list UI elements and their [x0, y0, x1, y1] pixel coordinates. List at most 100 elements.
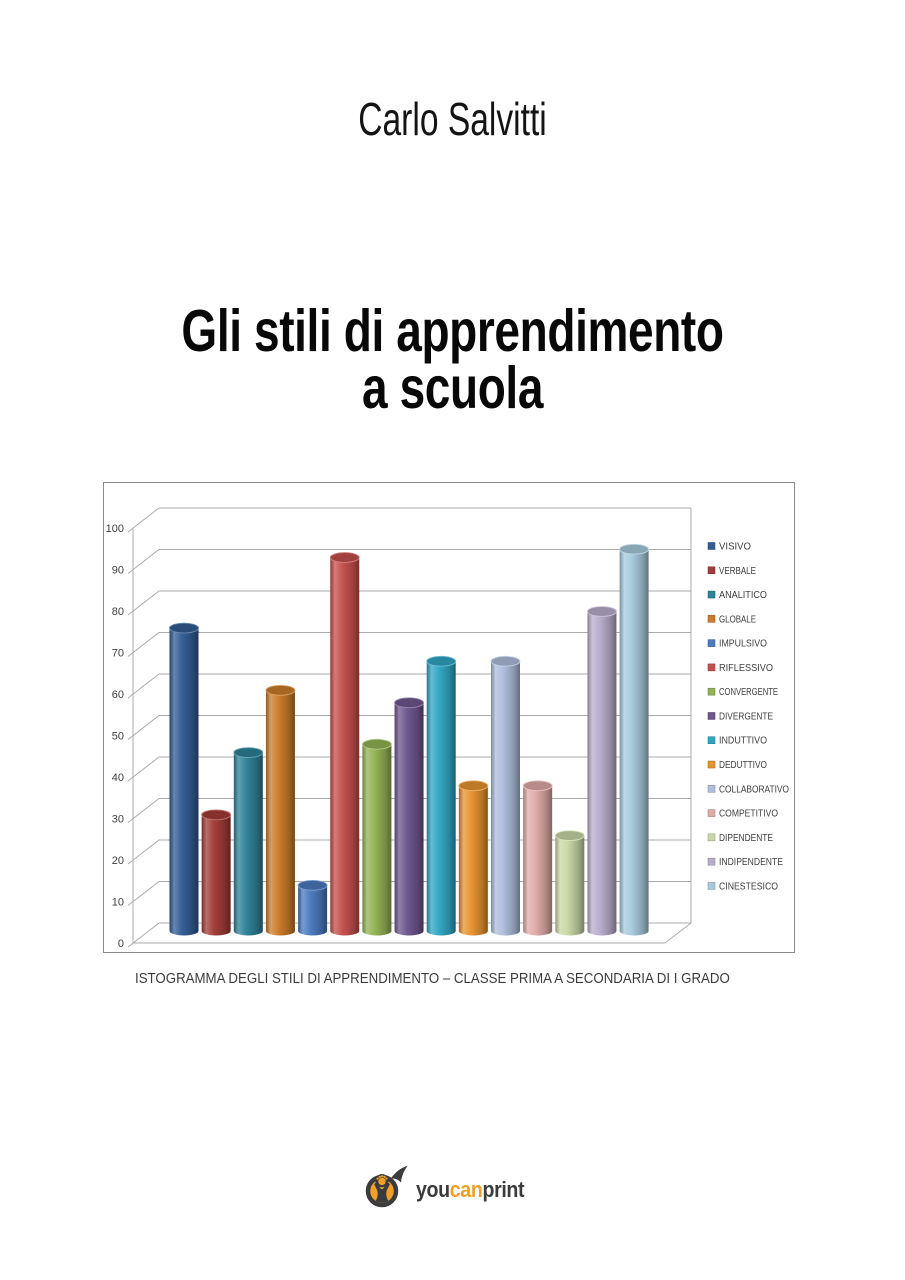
- logo-finger: [385, 1177, 388, 1180]
- legend-item-riflessivo: RIFLESSIVO: [707, 663, 773, 674]
- y-axis-tick-label: 40: [112, 772, 124, 784]
- book-title: Gli stili di apprendimento a scuola: [0, 298, 905, 421]
- bar-dipendente: [554, 830, 585, 936]
- legend-swatch: [707, 639, 716, 647]
- book-title-line1: Gli stili di apprendimento: [181, 298, 724, 364]
- legend-item-divergente: DIVERGENTE: [707, 711, 773, 722]
- legend-item-convergente: CONVERGENTE: [707, 687, 778, 698]
- legend-label: CONVERGENTE: [719, 687, 778, 698]
- y-axis-tick-label: 30: [112, 814, 124, 826]
- bar-induttivo: [426, 655, 457, 936]
- legend-swatch: [707, 833, 716, 842]
- gridlines: [127, 507, 691, 948]
- legend-swatch: [707, 785, 716, 793]
- bar-convergente: [361, 738, 392, 936]
- y-axis-tick-label: 0: [118, 938, 124, 950]
- legend-item-dipendente: DIPENDENTE: [707, 833, 773, 844]
- bar-globale: [265, 684, 296, 936]
- legend-label: DIPENDENTE: [719, 833, 773, 844]
- bar-deduttivo: [458, 780, 489, 936]
- gridline: [127, 590, 691, 616]
- logo-person-icon: [374, 1182, 391, 1203]
- histogram-3d-cylinder-chart: 0 10 20 30 40 50 60 70 80 90 100 VISIVO VERBALE ANALI…: [106, 507, 789, 950]
- legend-item-analitico: ANALITICO: [707, 590, 767, 601]
- legend-item-verbale: VERBALE: [707, 566, 756, 577]
- y-axis-tick-label: 70: [112, 648, 124, 660]
- logo-finger: [376, 1177, 380, 1180]
- legend-label: ANALITICO: [719, 590, 767, 601]
- y-axis-tick-label: 20: [112, 855, 124, 867]
- bar-impulsivo: [297, 880, 328, 936]
- bar-indipendente: [587, 606, 617, 936]
- bar-competitivo: [522, 780, 553, 936]
- y-axis-labels: 0 10 20 30 40 50 60 70 80 90 100: [106, 523, 124, 950]
- legend-item-competitivo: COMPETITIVO: [707, 809, 778, 820]
- legend-label: IMPULSIVO: [719, 639, 767, 650]
- bar-visivo: [169, 622, 199, 936]
- legend-swatch: [707, 615, 716, 623]
- legend-item-visivo: VISIVO: [707, 542, 751, 553]
- legend-swatch: [707, 712, 716, 720]
- youcanprint-logo-text: you can print: [416, 1177, 525, 1203]
- legend-swatch: [707, 687, 716, 696]
- bar-verbale: [201, 809, 232, 936]
- bar-collaborativo: [490, 655, 521, 936]
- legend-label: DIVERGENTE: [719, 711, 773, 722]
- legend-item-deduttivo: DEDUTTIVO: [707, 760, 767, 771]
- y-axis-tick-label: 90: [112, 565, 124, 577]
- legend-item-induttivo: INDUTTIVO: [707, 736, 767, 747]
- legend-label: INDIPENDENTE: [719, 857, 783, 868]
- legend-label: GLOBALE: [719, 614, 756, 625]
- legend-swatch: [707, 760, 716, 769]
- logo-finger: [383, 1175, 387, 1179]
- legend-swatch: [707, 809, 716, 817]
- legend-item-globale: GLOBALE: [707, 614, 756, 625]
- logo-palm: [378, 1177, 386, 1186]
- legend-label: COLLABORATIVO: [719, 784, 789, 795]
- y-axis-tick-label: 100: [106, 523, 124, 535]
- legend-swatch: [707, 566, 716, 575]
- legend-label: DEDUTTIVO: [719, 760, 767, 771]
- y-axis-tick-label: 10: [112, 897, 124, 909]
- gridline: [127, 549, 691, 574]
- youcanprint-logo: you can print: [0, 1164, 905, 1212]
- bar-analitico: [233, 747, 264, 936]
- logo-text-print: print: [482, 1177, 525, 1202]
- legend: VISIVO VERBALE ANALITICO GLOBALE IMPULSIVO RI…: [707, 542, 789, 892]
- floor-front-edge: [133, 922, 692, 944]
- legend-label: COMPETITIVO: [719, 809, 778, 820]
- bar-riflessivo: [329, 552, 360, 936]
- legend-swatch: [707, 542, 716, 550]
- logo-finger: [381, 1175, 384, 1178]
- legend-item-cinestesico: CINESTESICO: [707, 881, 778, 892]
- logo-text-can: can: [450, 1177, 483, 1202]
- legend-label: VERBALE: [719, 566, 756, 577]
- author-name: Carlo Salvitti: [358, 93, 547, 145]
- legend-label: VISIVO: [719, 542, 751, 553]
- bar-divergente: [394, 697, 424, 936]
- bar-cinestesico: [619, 543, 650, 936]
- youcanprint-logo-icon: [366, 1165, 408, 1208]
- legend-swatch: [707, 857, 716, 866]
- gridline: [127, 632, 691, 657]
- y-axis-tick-label: 50: [112, 731, 124, 743]
- legend-label: CINESTESICO: [719, 881, 778, 892]
- legend-label: RIFLESSIVO: [719, 663, 773, 674]
- legend-item-indipendente: INDIPENDENTE: [707, 857, 783, 868]
- logo-finger: [378, 1175, 382, 1179]
- logo-text-you: you: [416, 1177, 451, 1202]
- chart-caption: ISTOGRAMMA DEGLI STILI DI APPRENDIMENTO …: [135, 970, 730, 987]
- legend-item-collaborativo: COLLABORATIVO: [707, 784, 789, 795]
- chart-frame: 0 10 20 30 40 50 60 70 80 90 100 VISIVO VERBALE ANALI…: [103, 482, 795, 953]
- gridline: [127, 507, 691, 533]
- legend-swatch: [707, 736, 716, 744]
- book-title-line2: a scuola: [361, 355, 544, 421]
- y-axis-tick-label: 60: [112, 689, 124, 701]
- y-axis-tick-label: 80: [112, 606, 124, 618]
- legend-item-impulsivo: IMPULSIVO: [707, 639, 767, 650]
- legend-label: INDUTTIVO: [719, 736, 767, 747]
- legend-swatch: [707, 590, 716, 599]
- legend-swatch: [707, 663, 716, 672]
- legend-swatch: [707, 882, 716, 890]
